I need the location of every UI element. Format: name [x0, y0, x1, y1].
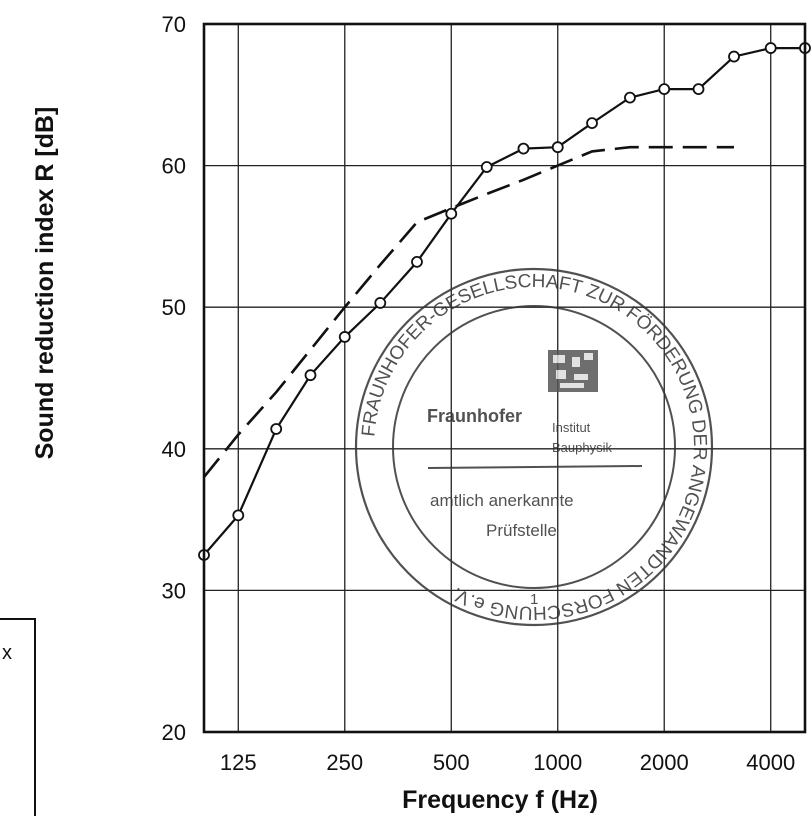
y-tick-label: 40 — [162, 437, 186, 462]
y-tick-label: 50 — [162, 295, 186, 320]
stamp-number: 1 — [530, 591, 538, 608]
y-tick-label: 30 — [162, 578, 186, 603]
stamp-logo-icon — [548, 350, 598, 392]
x-tick-label: 2000 — [640, 750, 689, 775]
data-point — [232, 509, 245, 522]
stamp-ring-text: FRAUNHOFER-GESELLSCHAFT ZUR FÖRDERUNG DE… — [358, 271, 710, 623]
x-tick-label: 4000 — [746, 750, 795, 775]
x-tick-label: 125 — [220, 750, 257, 775]
y-tick-label: 20 — [162, 720, 186, 745]
data-point — [411, 255, 423, 268]
x-axis-title: Frequency f (Hz) — [402, 786, 598, 814]
data-point — [304, 369, 317, 382]
solid-series-line — [203, 47, 805, 556]
data-point — [728, 50, 740, 63]
x-tick-label: 250 — [326, 750, 363, 775]
data-point — [586, 117, 598, 130]
y-tick-label: 60 — [162, 154, 186, 179]
stamp-institute-line2: Bauphysik — [552, 440, 612, 455]
y-tick-label: 70 — [162, 12, 186, 37]
dashed-series-line — [202, 145, 734, 478]
data-point — [551, 141, 564, 154]
legend-fragment-text: x — [2, 642, 12, 664]
plot-frame — [202, 22, 807, 734]
stamp-org: Fraunhofer — [427, 406, 522, 426]
data-point — [374, 297, 387, 309]
data-point — [445, 207, 458, 220]
series-dashed — [202, 145, 734, 478]
fraunhofer-stamp: FRAUNHOFER-GESELLSCHAFT ZUR FÖRDERUNG DE… — [354, 267, 714, 627]
data-point — [338, 331, 351, 343]
x-tick-label: 500 — [433, 750, 470, 775]
data-point — [624, 91, 636, 104]
series-solid — [198, 42, 811, 561]
data-point — [764, 42, 777, 54]
data-point — [658, 83, 671, 96]
data-point — [270, 423, 283, 435]
grid — [204, 24, 805, 732]
tick-labels: 125 250 500 1000 2000 4000 20 30 40 50 60 70 — [162, 12, 796, 775]
data-point — [692, 83, 705, 96]
stamp-recognition-line2: Prüfstelle — [486, 521, 557, 540]
stamp-institute-line1: Institut — [552, 420, 591, 435]
y-axis-title: Sound reduction index R [dB] — [31, 107, 59, 460]
x-tick-label: 1000 — [533, 750, 582, 775]
legend-box-fragment — [0, 618, 36, 816]
data-point — [517, 142, 530, 155]
data-point — [480, 161, 493, 173]
stamp-recognition-line1: amtlich anerkannte — [430, 491, 574, 510]
